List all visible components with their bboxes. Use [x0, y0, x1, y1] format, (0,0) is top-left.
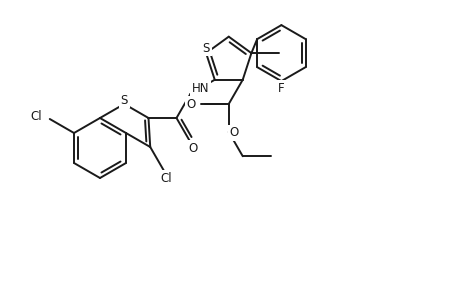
Text: HN: HN: [191, 82, 208, 95]
Text: S: S: [202, 42, 209, 55]
Text: S: S: [120, 94, 128, 106]
Text: F: F: [278, 82, 284, 94]
Text: O: O: [189, 142, 198, 155]
Text: O: O: [229, 127, 239, 140]
Text: O: O: [186, 98, 196, 110]
Text: Cl: Cl: [30, 110, 42, 122]
Text: Cl: Cl: [160, 172, 172, 185]
